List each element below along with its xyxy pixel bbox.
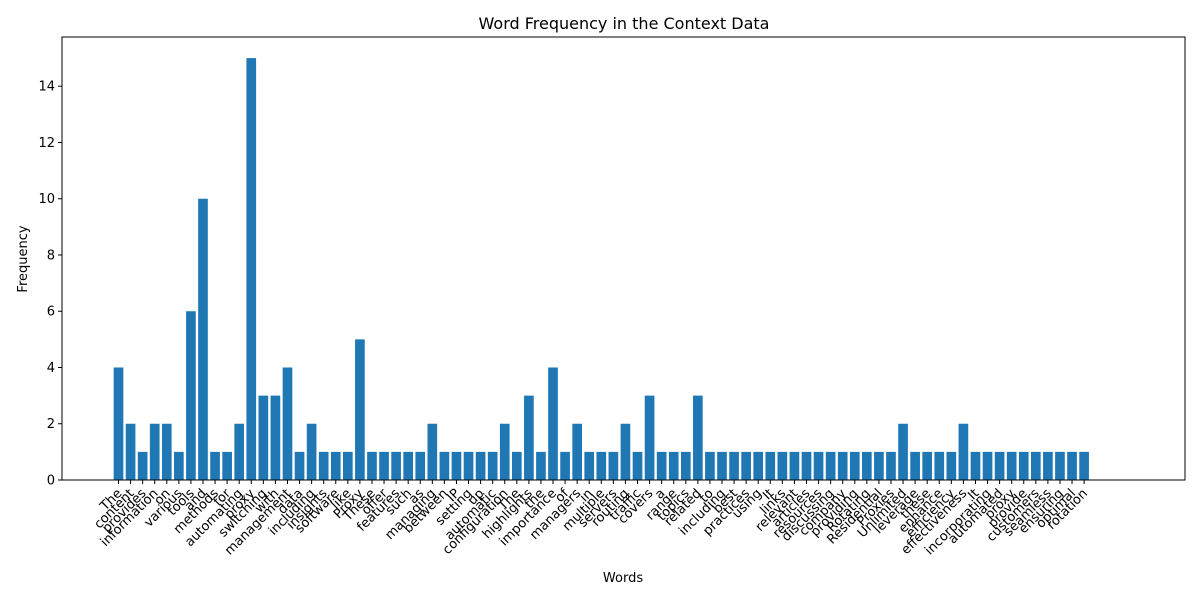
x-axis-ticks: Thecontentprovidesinformationonvariousto…	[92, 480, 1091, 558]
y-tick-label: 4	[47, 361, 55, 376]
bar-56	[789, 451, 800, 480]
bar-47	[680, 451, 691, 480]
bar-1	[125, 423, 136, 480]
bar-29	[463, 451, 474, 480]
bar-14	[282, 367, 293, 480]
bar-77	[1043, 451, 1053, 480]
bar-10	[234, 423, 245, 480]
bar-50	[717, 451, 727, 480]
y-tick-label: 0	[47, 474, 55, 489]
bar-41	[608, 451, 619, 480]
bar-30	[475, 451, 486, 480]
bar-16	[306, 423, 317, 480]
bar-48	[693, 395, 703, 480]
bar-7	[198, 198, 208, 481]
bar-43	[632, 451, 643, 480]
bar-57	[801, 451, 812, 480]
bar-8	[210, 451, 220, 480]
bar-65	[898, 423, 908, 480]
bar-66	[910, 451, 920, 480]
bar-27	[439, 451, 450, 480]
y-tick-label: 12	[38, 136, 55, 151]
bar-5	[174, 451, 184, 480]
bar-71	[970, 451, 981, 480]
bar-80	[1079, 451, 1089, 480]
bar-60	[837, 451, 848, 480]
bar-46	[668, 451, 679, 480]
bar-44	[644, 395, 655, 480]
y-tick-label: 14	[38, 80, 55, 95]
bar-76	[1030, 451, 1041, 480]
bar-2	[137, 451, 148, 480]
bar-24	[403, 451, 414, 480]
plot-frame	[61, 36, 1186, 481]
bar-12	[258, 395, 269, 480]
bar-45	[656, 451, 667, 480]
bar-40	[596, 451, 607, 480]
bar-78	[1055, 451, 1065, 480]
bars-group	[113, 58, 1089, 481]
bar-51	[729, 451, 739, 480]
bar-21	[367, 451, 377, 480]
bar-0	[113, 367, 124, 480]
bar-23	[391, 451, 401, 480]
bar-67	[922, 451, 933, 480]
bar-20	[355, 339, 365, 480]
bar-35	[536, 451, 546, 480]
bar-62	[862, 451, 872, 480]
bar-58	[813, 451, 824, 480]
bar-33	[511, 451, 522, 480]
bar-42	[620, 423, 631, 480]
bar-61	[849, 451, 860, 480]
bar-64	[886, 451, 896, 480]
bar-32	[499, 423, 510, 480]
bar-74	[1006, 451, 1017, 480]
bar-69	[946, 451, 957, 480]
bar-3	[149, 423, 160, 480]
bar-53	[753, 451, 764, 480]
bar-75	[1018, 451, 1029, 480]
chart-title: Word Frequency in the Context Data	[479, 14, 770, 33]
y-axis-ticks: 0 2 4 6 8 10 12 14	[38, 80, 62, 489]
y-tick-label: 10	[38, 192, 55, 207]
bar-59	[825, 451, 836, 480]
y-tick-label: 6	[47, 305, 55, 320]
bar-73	[994, 451, 1005, 480]
bar-39	[584, 451, 595, 480]
bar-11	[246, 58, 257, 480]
bar-9	[222, 451, 232, 480]
bar-26	[427, 423, 438, 480]
bar-6	[186, 311, 196, 480]
bar-31	[487, 451, 498, 480]
bar-19	[343, 451, 353, 480]
bar-34	[524, 395, 534, 480]
bar-70	[958, 423, 969, 480]
bar-79	[1067, 451, 1077, 480]
bar-15	[294, 451, 305, 480]
bar-22	[379, 451, 389, 480]
bar-37	[560, 451, 570, 480]
y-tick-label: 8	[47, 248, 55, 263]
y-tick-label: 2	[47, 417, 55, 432]
x-axis-label: Words	[603, 571, 643, 586]
bar-54	[765, 451, 776, 480]
bar-18	[330, 451, 341, 480]
bar-68	[934, 451, 945, 480]
bar-38	[572, 423, 582, 480]
bar-17	[318, 451, 329, 480]
bar-55	[777, 451, 788, 480]
y-axis-label: Frequency	[16, 225, 31, 292]
bar-25	[415, 451, 426, 480]
bar-36	[548, 367, 558, 480]
bar-49	[705, 451, 715, 480]
bar-63	[874, 451, 884, 480]
bar-52	[741, 451, 751, 480]
bar-72	[982, 451, 993, 480]
bar-28	[451, 451, 462, 480]
bar-13	[270, 395, 281, 480]
bar-4	[161, 423, 172, 480]
